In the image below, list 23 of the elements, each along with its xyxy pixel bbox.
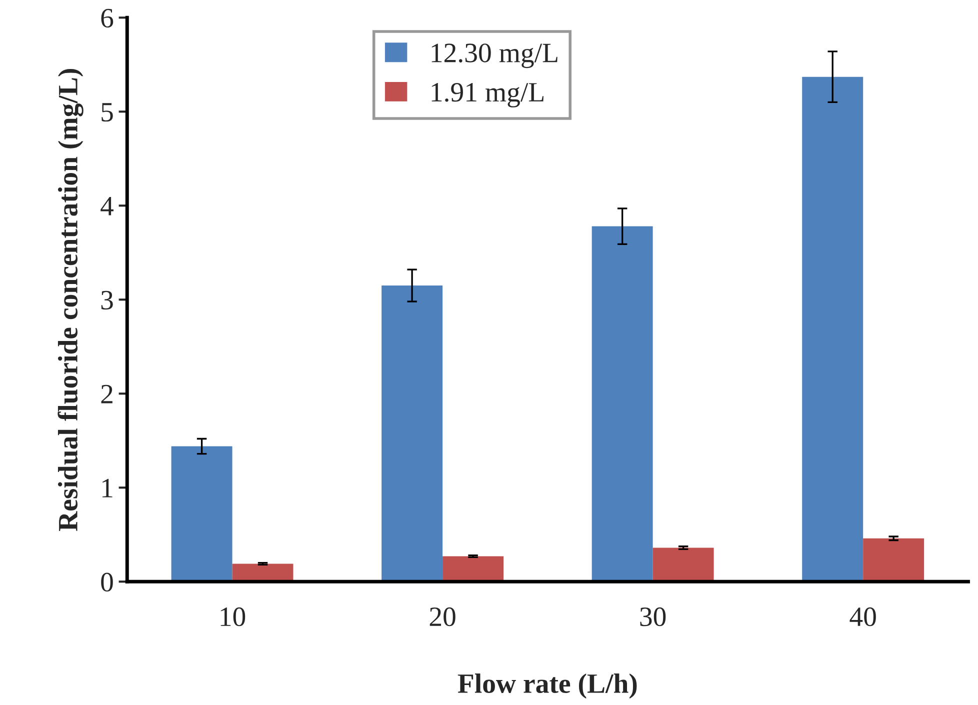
x-tick-label: 20 — [430, 607, 456, 626]
bar — [171, 446, 232, 582]
y-tick-label: 0 — [101, 572, 113, 592]
y-tick-label: 6 — [101, 8, 114, 28]
y-tick-label: 1 — [102, 478, 112, 498]
x-tick-label: 30 — [640, 607, 666, 626]
x-tick-label: 40 — [850, 607, 876, 626]
bar — [863, 538, 924, 582]
bar — [382, 286, 443, 582]
y-tick-label: 2 — [101, 384, 112, 404]
bar — [232, 564, 294, 582]
bar — [802, 76, 864, 582]
x-axis-title: Flow rate (L/h) — [458, 673, 637, 699]
legend-label: 12.30 mg/L — [432, 44, 558, 68]
legend-label: 1.91 mg/L — [432, 83, 544, 108]
bar — [442, 556, 504, 582]
y-tick-label: 4 — [100, 196, 114, 216]
y-axis-title: Residual fluoride concentration (mg/L) — [58, 68, 84, 531]
y-tick-label: 5 — [102, 103, 113, 122]
bar — [652, 548, 714, 582]
x-tick-label: 10 — [220, 607, 246, 626]
bar — [592, 226, 653, 582]
y-tick-label: 3 — [101, 290, 113, 310]
